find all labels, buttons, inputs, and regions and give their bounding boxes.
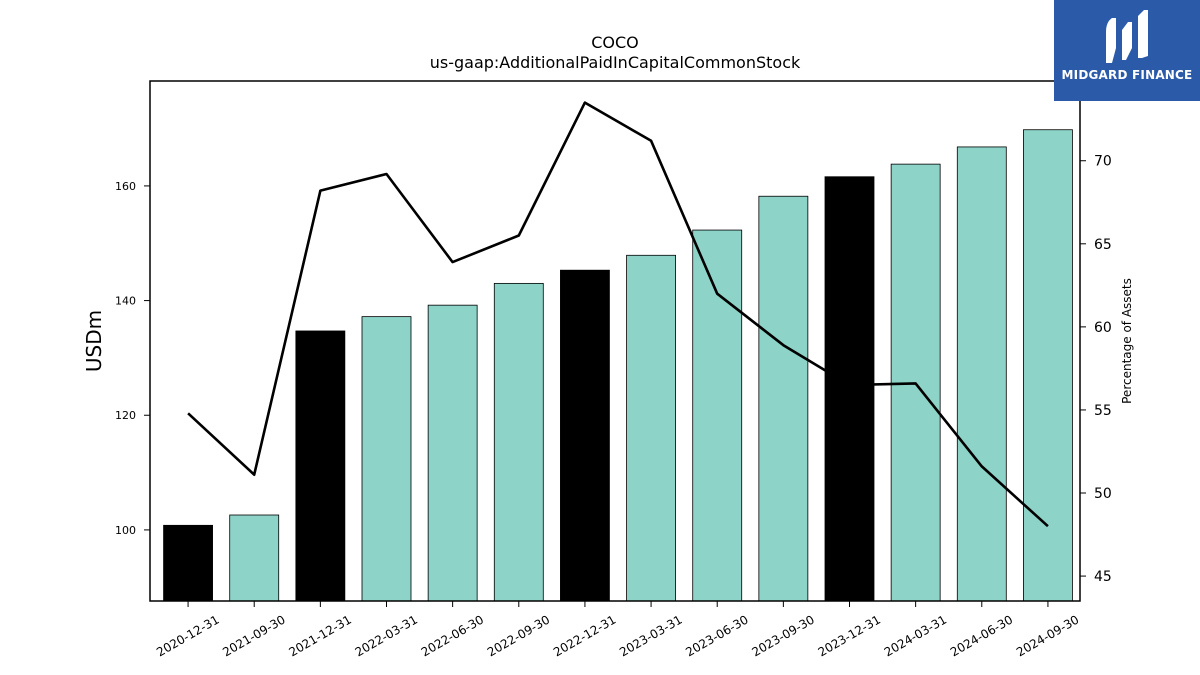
y-tick-label: 140 [115, 295, 136, 308]
y-axis-left: 100 120 140 160 [115, 180, 150, 537]
x-tick-label: 2023-12-31 [816, 612, 883, 659]
y2-tick-label: 50 [1094, 486, 1112, 502]
x-tick-label: 2024-03-31 [882, 612, 949, 659]
bar-2024-09-30 [1023, 129, 1073, 602]
plot-frame [149, 80, 1081, 602]
x-tick-label: 2020-12-31 [154, 612, 221, 659]
x-tick-label: 2023-09-30 [749, 612, 816, 659]
logo-text: MIDGARD FINANCE [1061, 68, 1193, 82]
y-tick-label: 100 [115, 524, 136, 537]
x-axis: 2020-12-312021-09-302021-12-312022-03-31… [154, 601, 1081, 659]
bar-2022-06-30 [427, 304, 478, 602]
y2-axis-label: Percentage of Assets [1120, 278, 1134, 404]
midgard-logo-icon [1106, 10, 1148, 63]
y-axis-label: USDm [82, 310, 106, 372]
y2-tick-label: 55 [1094, 403, 1112, 419]
bar-2023-06-30 [692, 229, 743, 602]
x-tick-label: 2024-06-30 [948, 612, 1015, 659]
x-tick-label: 2023-06-30 [683, 612, 750, 659]
bar-2023-09-30 [758, 195, 809, 602]
percentage-line [187, 101, 1049, 528]
y-tick-label: 160 [115, 180, 136, 193]
y2-tick-label: 65 [1094, 237, 1112, 253]
y-axis-right: 45 50 55 60 65 70 [1080, 154, 1112, 585]
bar-2023-12-31 [824, 176, 875, 602]
x-tick-label: 2022-12-31 [551, 612, 618, 659]
bars-layer [163, 129, 1073, 602]
y2-tick-label: 70 [1094, 154, 1112, 170]
x-tick-label: 2024-09-30 [1014, 612, 1081, 659]
x-tick-label: 2023-03-31 [617, 612, 684, 659]
bar-2020-12-31 [163, 524, 213, 602]
x-tick-label: 2021-09-30 [220, 612, 287, 659]
bar-2023-03-31 [626, 254, 676, 602]
midgard-finance-logo: MIDGARD FINANCE [1054, 0, 1200, 101]
y2-tick-label: 60 [1094, 320, 1112, 336]
x-tick-label: 2022-09-30 [485, 612, 552, 659]
chart-subtitle: us-gaap:AdditionalPaidInCapitalCommonSto… [430, 53, 801, 72]
bar-2022-03-31 [361, 316, 412, 602]
x-tick-label: 2021-12-31 [286, 612, 353, 659]
bar-2022-12-31 [560, 269, 610, 602]
chart-title: COCO [591, 33, 639, 52]
y2-tick-label: 45 [1094, 569, 1112, 585]
y-tick-label: 120 [115, 409, 136, 422]
x-tick-label: 2022-03-31 [353, 612, 420, 659]
bar-2024-06-30 [956, 146, 1007, 602]
bar-2022-09-30 [493, 282, 544, 602]
bar-2021-12-31 [295, 330, 346, 602]
x-tick-label: 2022-06-30 [419, 612, 486, 659]
bar-2021-09-30 [229, 514, 280, 602]
